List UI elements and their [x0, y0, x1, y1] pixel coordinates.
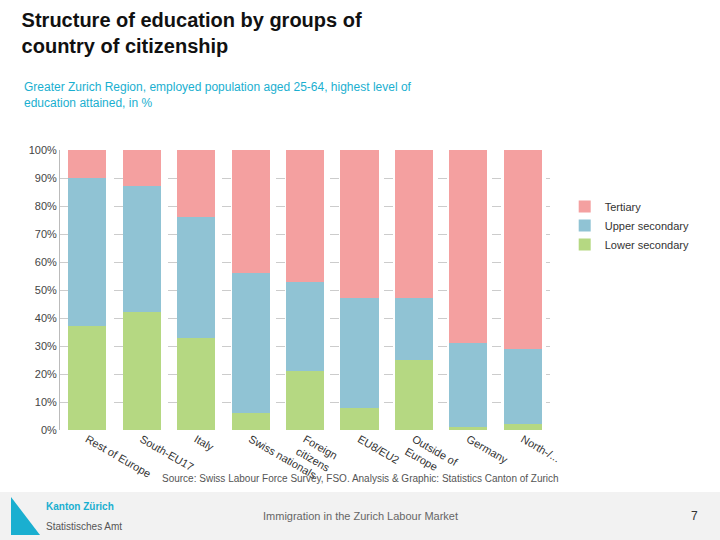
svg-text:Source: Swiss Labour Force Sur: Source: Swiss Labour Force Survey, FSO. …	[162, 473, 559, 484]
svg-text:7: 7	[691, 509, 698, 523]
svg-text:90%: 90%	[35, 172, 57, 184]
svg-text:0%: 0%	[41, 424, 57, 436]
svg-text:Swiss nationals: Swiss nationals	[247, 433, 319, 482]
svg-text:Outside ofEurope: Outside ofEurope	[403, 433, 460, 481]
svg-text:30%: 30%	[35, 340, 57, 352]
svg-text:Germany: Germany	[465, 433, 511, 466]
svg-text:Lower secondary: Lower secondary	[605, 239, 689, 251]
svg-text:100%: 100%	[29, 144, 57, 156]
svg-text:Greater Zurich Region, employe: Greater Zurich Region, employed populati…	[24, 80, 412, 110]
svg-text:Italy: Italy	[192, 433, 216, 454]
svg-text:20%: 20%	[35, 368, 57, 380]
svg-text:Foreigncitizens: Foreigncitizens	[294, 433, 339, 474]
svg-text:Kanton Zürich: Kanton Zürich	[46, 501, 114, 512]
svg-text:EU8/EU2: EU8/EU2	[356, 433, 402, 466]
svg-text:Immigration in the Zurich Labo: Immigration in the Zurich Labour Market	[263, 510, 458, 522]
svg-text:40%: 40%	[35, 312, 57, 324]
svg-text:70%: 70%	[35, 228, 57, 240]
svg-text:Upper secondary: Upper secondary	[605, 220, 689, 232]
svg-text:80%: 80%	[35, 200, 57, 212]
svg-text:Rest of Europe: Rest of Europe	[83, 433, 153, 480]
svg-text:South-EU17: South-EU17	[138, 433, 196, 473]
svg-text:North-/...: North-/...	[519, 433, 562, 465]
svg-text:Tertiary: Tertiary	[605, 201, 642, 213]
svg-text:Structure of education by grou: Structure of education by groups ofcount…	[22, 9, 362, 57]
svg-text:50%: 50%	[35, 284, 57, 296]
svg-text:Statistisches Amt: Statistisches Amt	[46, 521, 122, 532]
svg-text:60%: 60%	[35, 256, 57, 268]
svg-text:10%: 10%	[35, 396, 57, 408]
